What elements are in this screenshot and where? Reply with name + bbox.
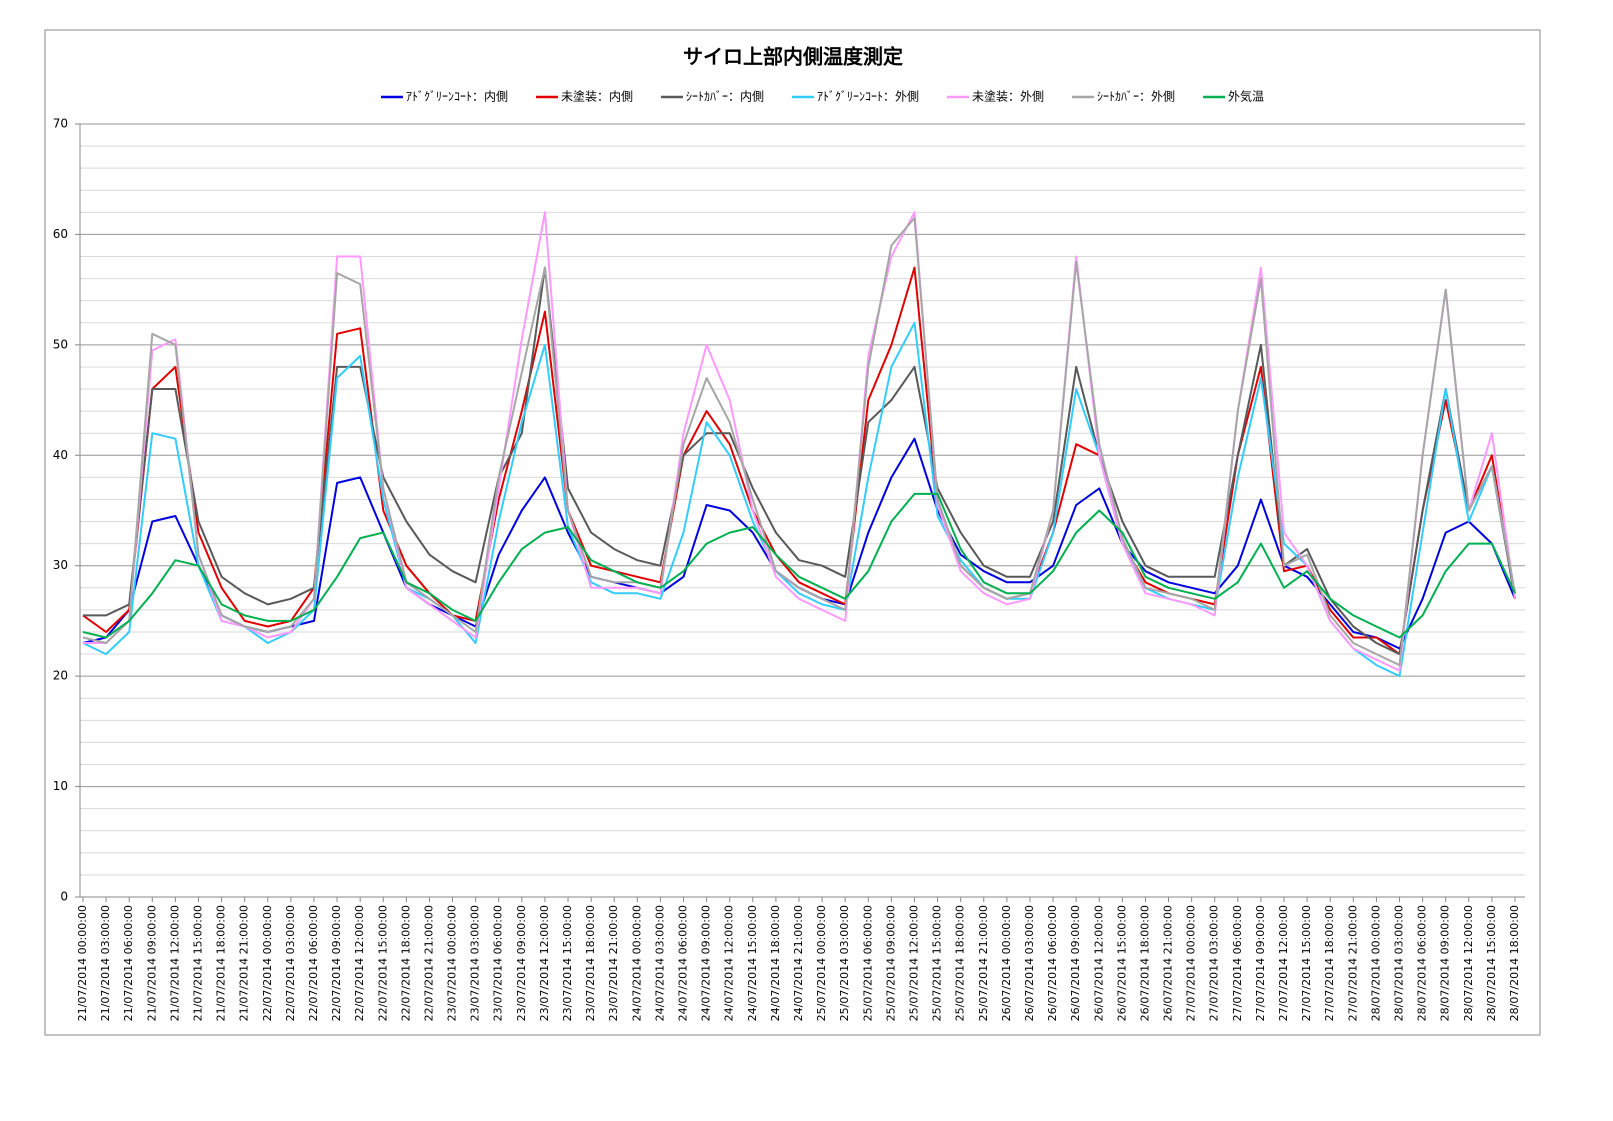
legend-label: ｱﾄﾞｸﾞﾘｰﾝｺｰﾄ：外側 [817, 90, 919, 104]
x-tick-label: 25/07/2014 15:00:00 [931, 905, 944, 1021]
legend-label: ｱﾄﾞｸﾞﾘｰﾝｺｰﾄ：内側 [406, 90, 508, 104]
y-tick-label: 40 [53, 448, 68, 462]
x-tick-label: 27/07/2014 03:00:00 [1208, 905, 1221, 1021]
legend-item: 未塗装：外側 [947, 89, 1044, 104]
x-tick-label: 24/07/2014 21:00:00 [792, 905, 805, 1021]
x-tick-label: 25/07/2014 21:00:00 [977, 905, 990, 1021]
x-tick-label: 26/07/2014 00:00:00 [1000, 905, 1013, 1021]
x-tick-label: 22/07/2014 15:00:00 [376, 905, 389, 1021]
x-tick-label: 28/07/2014 15:00:00 [1485, 905, 1498, 1021]
x-tick-label: 25/07/2014 12:00:00 [907, 905, 920, 1021]
chart-title: サイロ上部内側温度測定 [683, 45, 903, 69]
x-tick-label: 27/07/2014 21:00:00 [1346, 905, 1359, 1021]
x-tick-label: 23/07/2014 03:00:00 [469, 905, 482, 1021]
x-tick-label: 24/07/2014 00:00:00 [630, 905, 643, 1021]
x-tick-label: 26/07/2014 12:00:00 [1092, 905, 1105, 1021]
x-tick-label: 21/07/2014 18:00:00 [215, 905, 228, 1021]
x-tick-label: 28/07/2014 06:00:00 [1416, 905, 1429, 1021]
legend-item: ｱﾄﾞｸﾞﾘｰﾝｺｰﾄ：外側 [791, 90, 919, 104]
x-tick-label: 25/07/2014 09:00:00 [884, 905, 897, 1021]
series-line [82, 216, 1516, 667]
x-tick-label: 21/07/2014 21:00:00 [238, 905, 251, 1021]
legend-item: ｱﾄﾞｸﾞﾘｰﾝｺｰﾄ：内側 [380, 90, 508, 104]
x-tick-label: 27/07/2014 12:00:00 [1277, 905, 1290, 1021]
x-tick-label: 26/07/2014 03:00:00 [1023, 905, 1036, 1021]
series-line [82, 492, 1516, 639]
x-tick-label: 22/07/2014 06:00:00 [307, 905, 320, 1021]
x-tick-label: 26/07/2014 18:00:00 [1138, 905, 1151, 1021]
x-tick-label: 24/07/2014 18:00:00 [769, 905, 782, 1021]
x-tick-label: 22/07/2014 09:00:00 [330, 905, 343, 1021]
legend-item: 外気温 [1203, 89, 1264, 104]
x-tick-label: 27/07/2014 06:00:00 [1231, 905, 1244, 1021]
x-tick-label: 23/07/2014 15:00:00 [561, 905, 574, 1021]
x-tick-label: 25/07/2014 03:00:00 [838, 905, 851, 1021]
x-tick-label: 21/07/2014 00:00:00 [76, 905, 89, 1021]
x-tick-label: 25/07/2014 18:00:00 [954, 905, 967, 1021]
x-tick-label: 26/07/2014 06:00:00 [1046, 905, 1059, 1021]
x-tick-label: 21/07/2014 06:00:00 [122, 905, 135, 1021]
x-tick-label: 24/07/2014 12:00:00 [723, 905, 736, 1021]
x-tick-label: 24/07/2014 15:00:00 [746, 905, 759, 1021]
x-tick-label: 28/07/2014 09:00:00 [1439, 905, 1452, 1021]
x-tick-label: 21/07/2014 09:00:00 [145, 905, 158, 1021]
x-tick-label: 27/07/2014 15:00:00 [1300, 905, 1313, 1021]
y-tick-label: 70 [53, 117, 68, 131]
y-tick-label: 0 [60, 890, 68, 904]
y-tick-label: 60 [53, 227, 68, 241]
legend-label: 未塗装：内側 [561, 89, 633, 104]
x-tick-label: 28/07/2014 18:00:00 [1508, 905, 1521, 1021]
x-tick-label: 28/07/2014 00:00:00 [1369, 905, 1382, 1021]
x-tick-label: 24/07/2014 03:00:00 [653, 905, 666, 1021]
legend-label: ｼｰﾄｶﾊﾞｰ：内側 [686, 90, 764, 104]
legend-item: 未塗装：内側 [535, 89, 633, 104]
y-tick-label: 50 [53, 337, 68, 351]
legend-label: ｼｰﾄｶﾊﾞｰ：外側 [1097, 90, 1175, 104]
x-tick-label: 21/07/2014 12:00:00 [168, 905, 181, 1021]
y-tick-label: 10 [53, 779, 68, 793]
x-tick-label: 26/07/2014 15:00:00 [1115, 905, 1128, 1021]
x-tick-label: 25/07/2014 06:00:00 [861, 905, 874, 1021]
x-tick-label: 26/07/2014 21:00:00 [1162, 905, 1175, 1021]
x-tick-label: 23/07/2014 00:00:00 [446, 905, 459, 1021]
x-tick-label: 22/07/2014 00:00:00 [261, 905, 274, 1021]
x-tick-label: 23/07/2014 06:00:00 [492, 905, 505, 1021]
x-tick-label: 26/07/2014 09:00:00 [1069, 905, 1082, 1021]
x-tick-label: 23/07/2014 21:00:00 [607, 905, 620, 1021]
y-tick-label: 30 [53, 558, 68, 572]
x-tick-label: 28/07/2014 12:00:00 [1462, 905, 1475, 1021]
x-tick-label: 24/07/2014 09:00:00 [700, 905, 713, 1021]
legend-label: 未塗装：外側 [972, 89, 1044, 104]
x-tick-label: 23/07/2014 12:00:00 [538, 905, 551, 1021]
chart-frame [44, 29, 1541, 1036]
x-tick-label: 22/07/2014 03:00:00 [284, 905, 297, 1021]
legend-item: ｼｰﾄｶﾊﾞｰ：外側 [1072, 90, 1175, 104]
series-line [82, 321, 1516, 678]
x-tick-label: 23/07/2014 09:00:00 [515, 905, 528, 1021]
legend-item: ｼｰﾄｶﾊﾞｰ：内側 [660, 90, 764, 104]
x-tick-label: 22/07/2014 18:00:00 [399, 905, 412, 1021]
x-tick-label: 27/07/2014 18:00:00 [1323, 905, 1336, 1021]
x-tick-label: 22/07/2014 12:00:00 [353, 905, 366, 1021]
x-tick-label: 25/07/2014 00:00:00 [815, 905, 828, 1021]
x-tick-label: 27/07/2014 09:00:00 [1254, 905, 1267, 1021]
x-tick-label: 21/07/2014 03:00:00 [99, 905, 112, 1021]
x-tick-label: 28/07/2014 03:00:00 [1393, 905, 1406, 1021]
x-tick-label: 27/07/2014 00:00:00 [1185, 905, 1198, 1021]
y-tick-label: 20 [53, 669, 68, 683]
x-tick-label: 23/07/2014 18:00:00 [584, 905, 597, 1021]
legend-label: 外気温 [1228, 89, 1264, 104]
x-tick-label: 21/07/2014 15:00:00 [191, 905, 204, 1021]
x-tick-label: 24/07/2014 06:00:00 [677, 905, 690, 1021]
x-tick-label: 22/07/2014 21:00:00 [422, 905, 435, 1021]
